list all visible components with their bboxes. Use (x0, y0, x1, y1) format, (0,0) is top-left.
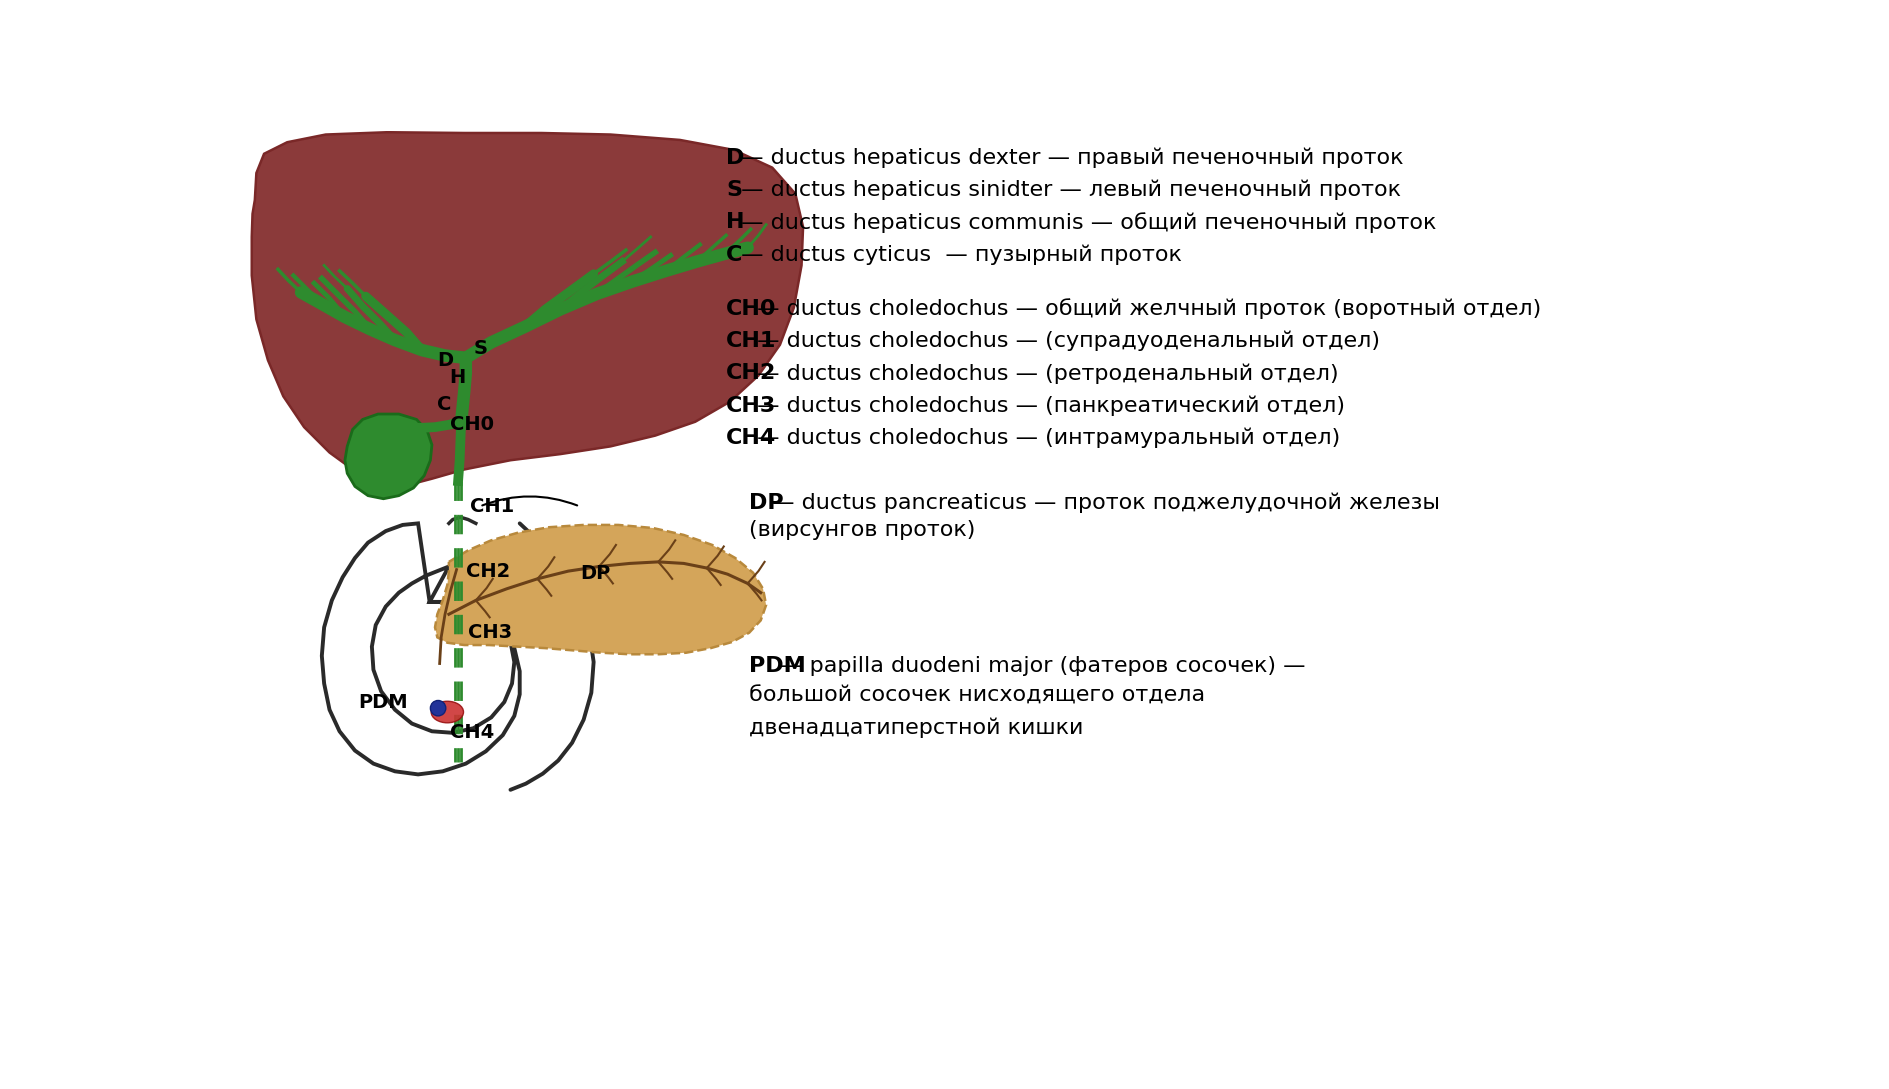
Text: H: H (448, 368, 465, 387)
Text: CH3: CH3 (468, 623, 512, 643)
Text: — ductus choledochus — (интрамуральный отдел): — ductus choledochus — (интрамуральный о… (750, 428, 1339, 449)
Polygon shape (251, 132, 803, 487)
Text: — ductus choledochus — (панкреатический отдел): — ductus choledochus — (панкреатический … (750, 395, 1345, 416)
Text: H: H (725, 212, 744, 232)
Text: — ductus choledochus — (ретроденальный отдел): — ductus choledochus — (ретроденальный о… (750, 364, 1337, 383)
Text: — ductus pancreaticus — проток поджелудочной железы: — ductus pancreaticus — проток поджелудо… (765, 492, 1439, 513)
Text: PDM: PDM (357, 693, 408, 711)
Text: — papilla duodeni major (фатеров сосочек) —: — papilla duodeni major (фатеров сосочек… (773, 656, 1305, 676)
Text: D: D (725, 148, 744, 168)
Text: — ductus cyticus  — пузырный проток: — ductus cyticus — пузырный проток (733, 245, 1181, 265)
Text: (вирсунгов проток): (вирсунгов проток) (748, 521, 975, 540)
Text: — ductus hepaticus communis — общий печеночный проток: — ductus hepaticus communis — общий пече… (733, 212, 1436, 233)
Text: — ductus hepaticus dexter — правый печеночный проток: — ductus hepaticus dexter — правый печен… (733, 148, 1404, 168)
Text: CH4: CH4 (450, 723, 495, 743)
Polygon shape (321, 524, 519, 774)
Ellipse shape (431, 700, 446, 715)
Text: D: D (436, 351, 453, 369)
Text: большой сосочек нисходящего отдела: большой сосочек нисходящего отдела (748, 685, 1205, 705)
Text: CH2: CH2 (725, 364, 776, 383)
Polygon shape (344, 414, 433, 499)
Text: — ductus choledochus — общий желчный проток (воротный отдел): — ductus choledochus — общий желчный про… (750, 298, 1541, 319)
Text: C: C (725, 245, 742, 265)
Text: CH0: CH0 (725, 298, 776, 319)
Text: DP: DP (580, 564, 610, 583)
Text: PDM: PDM (748, 656, 805, 676)
Text: S: S (725, 180, 742, 200)
Text: CH3: CH3 (725, 395, 776, 416)
Text: CH4: CH4 (725, 428, 776, 448)
Text: — ductus hepaticus sinidter — левый печеночный проток: — ductus hepaticus sinidter — левый пече… (733, 180, 1400, 200)
Polygon shape (434, 525, 765, 654)
Ellipse shape (431, 701, 463, 723)
Text: CH0: CH0 (450, 415, 495, 435)
Text: CH1: CH1 (725, 331, 776, 351)
Text: S: S (474, 339, 487, 358)
Text: DP: DP (748, 492, 784, 513)
Text: — ductus choledochus — (супрадуоденальный отдел): — ductus choledochus — (супрадуоденальны… (750, 331, 1379, 352)
Text: CH2: CH2 (465, 562, 510, 580)
Text: CH1: CH1 (470, 497, 514, 516)
Text: двенадцатиперстной кишки: двенадцатиперстной кишки (748, 718, 1082, 738)
Text: C: C (436, 394, 451, 414)
